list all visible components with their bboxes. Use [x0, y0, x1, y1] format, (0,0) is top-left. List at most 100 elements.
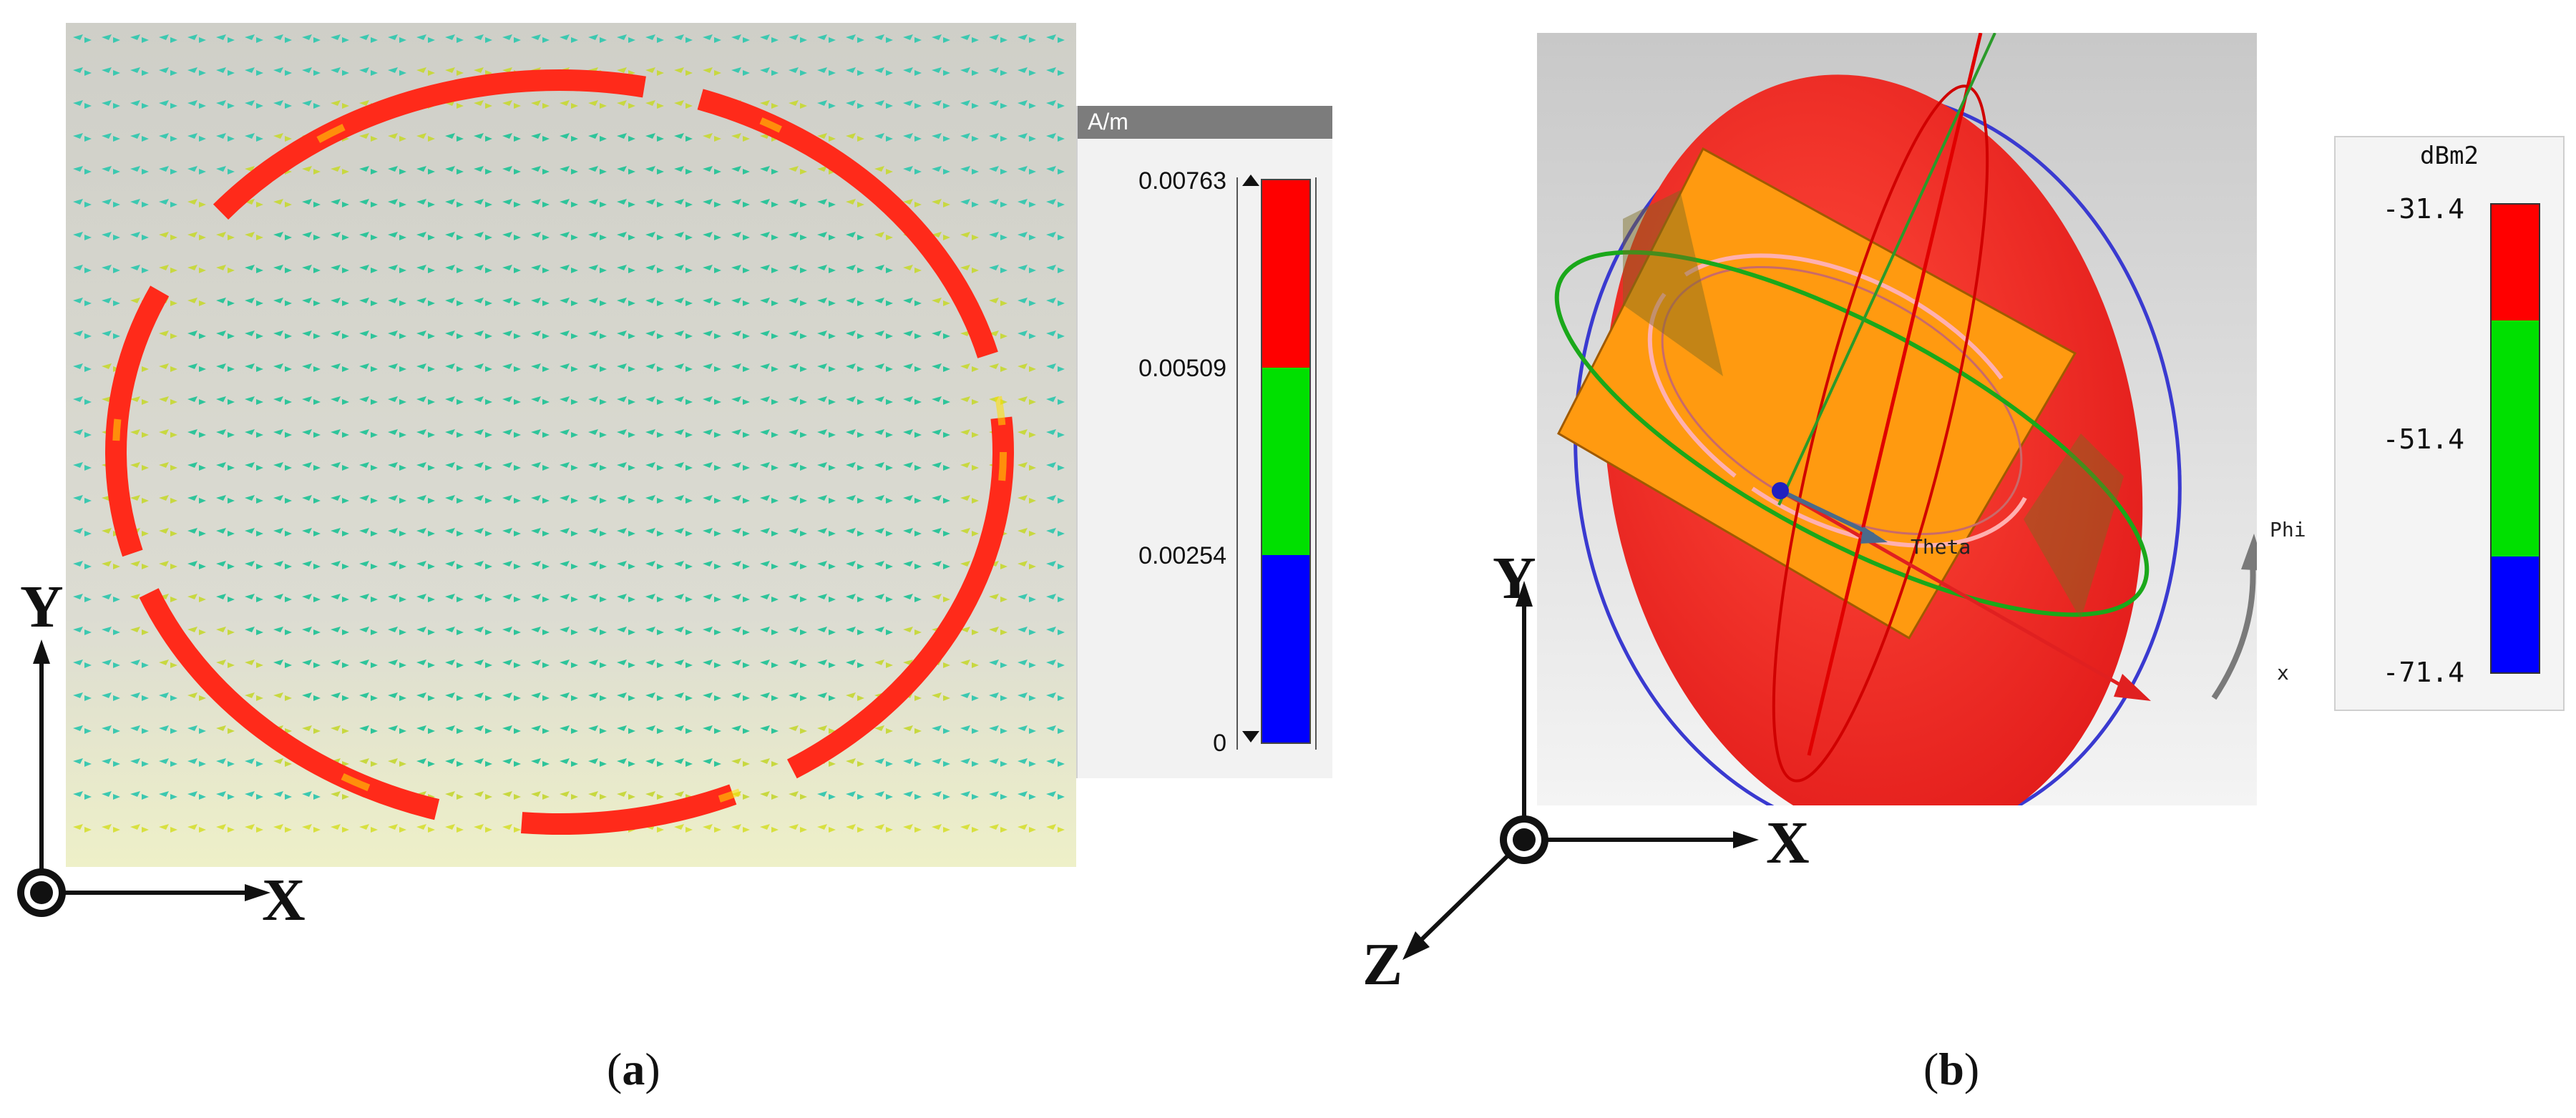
current-vector-arrow-icon — [846, 396, 864, 405]
current-vector-arrow-icon — [159, 725, 177, 734]
origin-dot-b-icon — [1513, 828, 1536, 851]
current-vector-arrow-icon — [187, 528, 206, 536]
current-vector-arrow-icon — [1018, 34, 1036, 43]
current-vector-arrow-icon — [817, 561, 836, 569]
current-vector-arrow-icon — [731, 298, 750, 306]
current-vector-arrow-icon — [674, 528, 693, 536]
current-vector-arrow-icon — [73, 725, 92, 734]
current-vector-arrow-icon — [388, 824, 406, 833]
current-vector-arrow-icon — [560, 199, 578, 207]
current-vector-arrow-icon — [932, 199, 950, 207]
current-vector-arrow-icon — [531, 133, 550, 142]
current-vector-arrow-icon — [903, 67, 922, 76]
current-vector-arrow-icon — [560, 265, 578, 273]
current-vector-arrow-icon — [73, 34, 92, 43]
current-vector-arrow-icon — [359, 133, 378, 142]
current-vector-arrow-icon — [645, 758, 664, 767]
current-vector-arrow-icon — [502, 561, 521, 569]
current-vector-arrow-icon — [359, 34, 378, 43]
current-vector-arrow-icon — [388, 495, 406, 504]
current-vector-arrow-icon — [1046, 561, 1065, 569]
current-vector-arrow-icon — [874, 495, 893, 504]
colorbar-b-band-low — [2492, 556, 2539, 672]
current-vector-arrow-icon — [674, 495, 693, 504]
current-vector-arrow-icon — [932, 363, 950, 372]
y-axis-arrowhead-b-icon — [1516, 581, 1533, 607]
current-vector-arrow-icon — [216, 166, 235, 175]
current-vector-arrow-icon — [674, 725, 693, 734]
current-vector-arrow-icon — [645, 67, 664, 76]
current-vector-arrow-icon — [159, 594, 177, 602]
current-vector-arrow-icon — [617, 429, 635, 438]
current-vector-arrow-icon — [617, 725, 635, 734]
current-vector-arrow-icon — [474, 232, 492, 240]
current-vector-arrow-icon — [588, 594, 607, 602]
current-vector-arrow-icon — [245, 528, 263, 536]
current-vector-arrow-icon — [130, 429, 149, 438]
current-vector-arrow-icon — [130, 561, 149, 569]
current-vector-arrow-icon — [960, 791, 979, 800]
shadow-left — [1623, 190, 1723, 376]
current-vector-arrow-icon — [617, 627, 635, 635]
current-vector-arrow-icon — [388, 199, 406, 207]
current-vector-arrow-icon — [245, 824, 263, 833]
current-vector-arrow-icon — [73, 298, 92, 306]
current-vector-arrow-icon — [331, 232, 349, 240]
current-vector-arrow-icon — [359, 396, 378, 405]
current-vector-arrow-icon — [1046, 265, 1065, 273]
current-vector-arrow-icon — [817, 363, 836, 372]
current-vector-arrow-icon — [588, 265, 607, 273]
current-vector-arrow-icon — [474, 692, 492, 701]
current-vector-arrow-icon — [102, 166, 120, 175]
label-theta: Theta — [1911, 535, 1971, 559]
current-vector-arrow-icon — [789, 330, 807, 339]
current-vector-arrow-icon — [331, 824, 349, 833]
current-vector-arrow-icon — [617, 298, 635, 306]
current-vector-arrow-icon — [989, 627, 1008, 635]
current-vector-arrow-icon — [216, 34, 235, 43]
current-vector-arrow-icon — [645, 561, 664, 569]
current-vector-arrow-icon — [1018, 396, 1036, 405]
current-vector-arrow-icon — [273, 363, 292, 372]
current-vector-arrow-icon — [216, 100, 235, 109]
current-vector-arrow-icon — [388, 67, 406, 76]
current-vector-arrow-icon — [302, 363, 321, 372]
current-vector-arrow-icon — [932, 528, 950, 536]
current-vector-arrow-icon — [674, 298, 693, 306]
current-vector-arrow-icon — [960, 692, 979, 701]
current-vector-arrow-icon — [560, 495, 578, 504]
current-vector-arrow-icon — [703, 265, 721, 273]
current-vector-arrow-icon — [789, 396, 807, 405]
legend-scale-line — [1236, 177, 1238, 750]
current-vector-arrow-icon — [903, 561, 922, 569]
current-vector-arrow-icon — [645, 627, 664, 635]
current-vector-arrow-icon — [187, 594, 206, 602]
current-vector-arrow-icon — [416, 758, 435, 767]
current-vector-arrow-icon — [960, 429, 979, 438]
current-vector-arrow-icon — [416, 692, 435, 701]
current-vector-arrow-icon — [1018, 824, 1036, 833]
current-vector-arrow-icon — [817, 199, 836, 207]
current-vector-arrow-icon — [789, 429, 807, 438]
current-vector-arrow-icon — [903, 199, 922, 207]
phi-arrowhead-icon — [2241, 534, 2257, 571]
current-vector-arrow-icon — [903, 363, 922, 372]
current-vector-arrow-icon — [1046, 594, 1065, 602]
current-vector-arrow-icon — [245, 330, 263, 339]
current-vector-arrow-icon — [760, 692, 779, 701]
current-vector-arrow-icon — [760, 265, 779, 273]
current-vector-arrow-icon — [416, 659, 435, 668]
current-vector-arrow-icon — [245, 791, 263, 800]
current-vector-arrow-icon — [846, 627, 864, 635]
current-vector-arrow-icon — [674, 34, 693, 43]
current-vector-arrow-icon — [989, 725, 1008, 734]
current-vector-arrow-icon — [502, 265, 521, 273]
current-vector-arrow-icon — [645, 166, 664, 175]
colorbar-band-mid — [1262, 368, 1309, 555]
current-vector-arrow-icon — [874, 462, 893, 471]
current-vector-arrow-icon — [703, 692, 721, 701]
current-vector-arrow-icon — [245, 429, 263, 438]
current-vector-arrow-icon — [560, 232, 578, 240]
current-vector-arrow-icon — [474, 363, 492, 372]
current-vector-arrow-icon — [445, 363, 464, 372]
